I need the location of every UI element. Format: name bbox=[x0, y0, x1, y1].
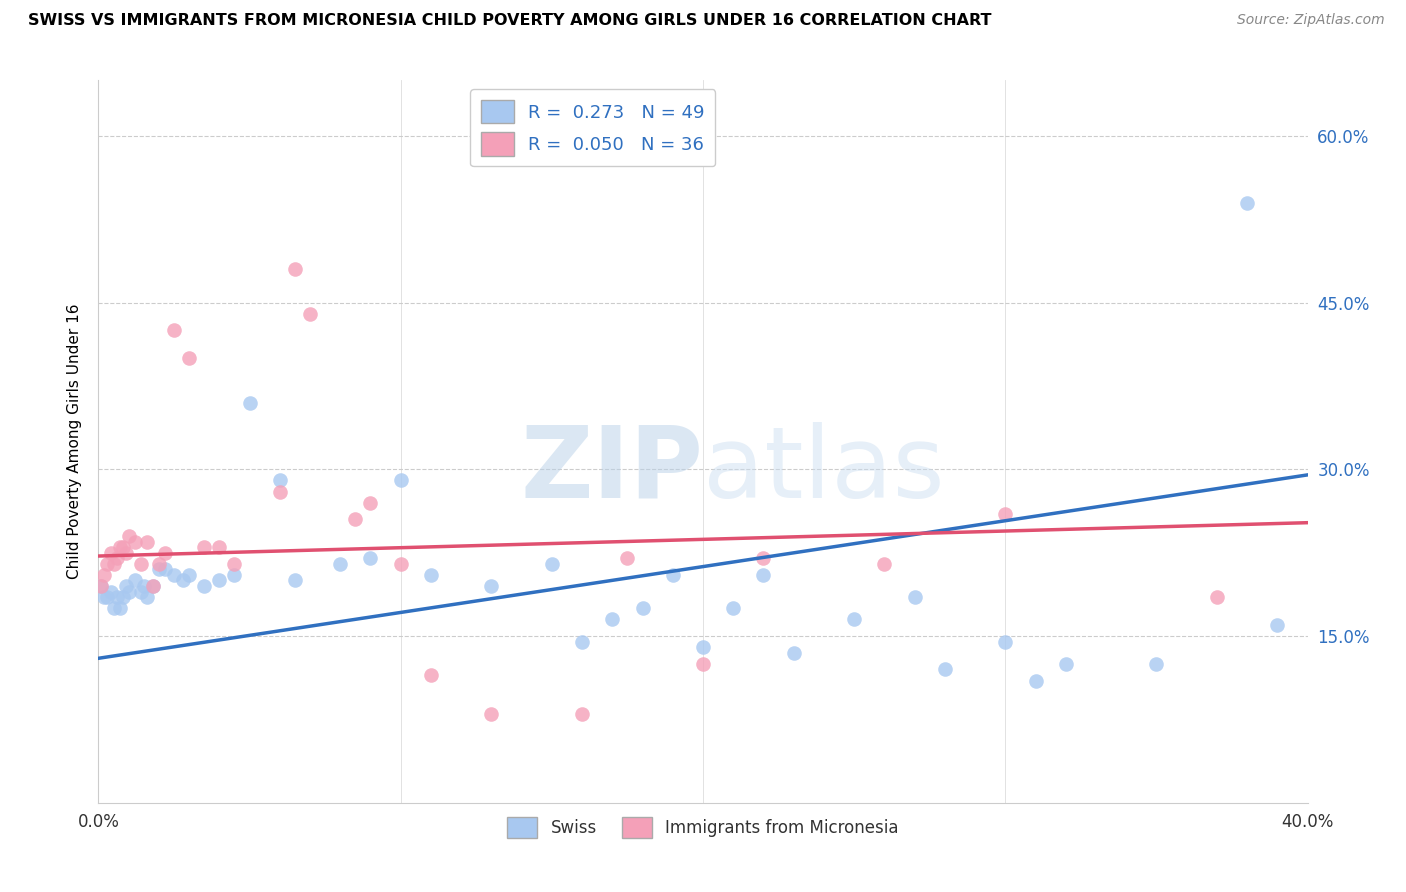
Point bbox=[481, 706, 503, 721]
Text: atlas: atlas bbox=[703, 422, 945, 519]
Point bbox=[420, 668, 443, 682]
Point bbox=[105, 590, 128, 604]
Point bbox=[114, 579, 136, 593]
Point bbox=[752, 568, 775, 582]
Point bbox=[111, 590, 134, 604]
Point bbox=[193, 540, 215, 554]
Point bbox=[100, 584, 122, 599]
Point bbox=[1024, 673, 1046, 688]
Point bbox=[602, 612, 624, 626]
Point bbox=[692, 657, 714, 671]
Point bbox=[904, 590, 927, 604]
Point bbox=[571, 706, 593, 721]
Point bbox=[129, 557, 152, 571]
Point bbox=[224, 557, 246, 571]
Point bbox=[783, 646, 806, 660]
Point bbox=[90, 579, 112, 593]
Point bbox=[481, 579, 503, 593]
Point bbox=[103, 601, 125, 615]
Point bbox=[360, 496, 382, 510]
Point bbox=[723, 601, 745, 615]
Point bbox=[239, 395, 262, 409]
Point bbox=[193, 579, 215, 593]
Point bbox=[269, 474, 291, 488]
Point bbox=[1267, 618, 1289, 632]
Point bbox=[105, 551, 128, 566]
Point bbox=[1054, 657, 1077, 671]
Point bbox=[118, 584, 141, 599]
Point bbox=[118, 529, 141, 543]
Point bbox=[93, 590, 115, 604]
Point bbox=[224, 568, 246, 582]
Point bbox=[284, 262, 307, 277]
Text: Source: ZipAtlas.com: Source: ZipAtlas.com bbox=[1237, 13, 1385, 28]
Point bbox=[344, 512, 367, 526]
Point bbox=[994, 634, 1017, 648]
Point bbox=[420, 568, 443, 582]
Point bbox=[124, 534, 146, 549]
Point bbox=[1236, 195, 1258, 210]
Point bbox=[208, 540, 231, 554]
Point bbox=[994, 507, 1017, 521]
Point bbox=[571, 634, 593, 648]
Point bbox=[93, 568, 115, 582]
Point bbox=[132, 579, 155, 593]
Point bbox=[163, 323, 186, 337]
Point bbox=[389, 557, 412, 571]
Point bbox=[389, 474, 412, 488]
Point bbox=[844, 612, 866, 626]
Point bbox=[208, 574, 231, 588]
Point bbox=[752, 551, 775, 566]
Point bbox=[179, 568, 201, 582]
Point bbox=[661, 568, 683, 582]
Point bbox=[284, 574, 307, 588]
Point bbox=[172, 574, 194, 588]
Point bbox=[616, 551, 638, 566]
Point bbox=[108, 601, 131, 615]
Point bbox=[108, 540, 131, 554]
Point bbox=[360, 551, 382, 566]
Point bbox=[299, 307, 322, 321]
Text: ZIP: ZIP bbox=[520, 422, 703, 519]
Point bbox=[692, 640, 714, 655]
Point bbox=[90, 579, 112, 593]
Point bbox=[873, 557, 896, 571]
Point bbox=[135, 590, 157, 604]
Point bbox=[135, 534, 157, 549]
Point bbox=[96, 557, 118, 571]
Point bbox=[148, 557, 170, 571]
Point bbox=[269, 484, 291, 499]
Point bbox=[1144, 657, 1167, 671]
Point bbox=[540, 557, 562, 571]
Point bbox=[142, 579, 165, 593]
Point bbox=[934, 662, 956, 676]
Point bbox=[329, 557, 352, 571]
Point bbox=[179, 351, 201, 366]
Point bbox=[100, 546, 122, 560]
Y-axis label: Child Poverty Among Girls Under 16: Child Poverty Among Girls Under 16 bbox=[66, 304, 82, 579]
Point bbox=[103, 557, 125, 571]
Point bbox=[124, 574, 146, 588]
Point bbox=[631, 601, 654, 615]
Legend: Swiss, Immigrants from Micronesia: Swiss, Immigrants from Micronesia bbox=[501, 810, 905, 845]
Point bbox=[114, 546, 136, 560]
Point bbox=[148, 562, 170, 576]
Point bbox=[153, 562, 176, 576]
Point bbox=[153, 546, 176, 560]
Point bbox=[163, 568, 186, 582]
Point bbox=[96, 590, 118, 604]
Point bbox=[129, 584, 152, 599]
Point bbox=[1206, 590, 1229, 604]
Point bbox=[111, 540, 134, 554]
Point bbox=[142, 579, 165, 593]
Text: SWISS VS IMMIGRANTS FROM MICRONESIA CHILD POVERTY AMONG GIRLS UNDER 16 CORRELATI: SWISS VS IMMIGRANTS FROM MICRONESIA CHIL… bbox=[28, 13, 991, 29]
